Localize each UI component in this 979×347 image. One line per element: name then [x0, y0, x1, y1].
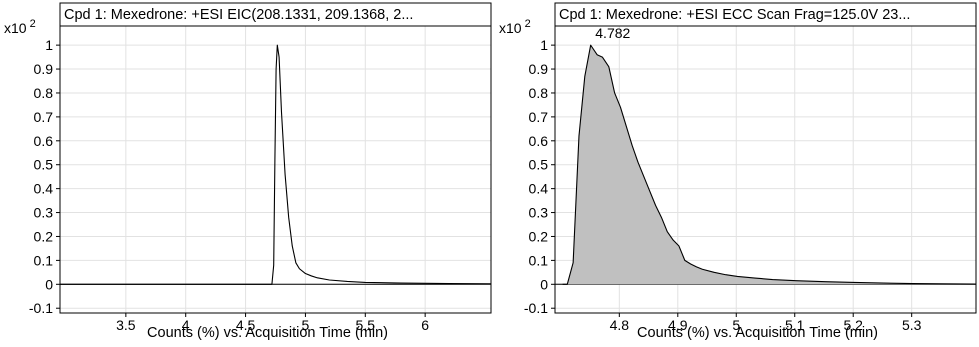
y-tick-label: 0: [540, 276, 548, 292]
y-tick-label: 0.7: [529, 109, 549, 125]
y-tick-label: 0.2: [529, 228, 549, 244]
y-tick-label: 0.5: [34, 157, 54, 173]
y-tick-label: 1: [45, 37, 53, 53]
y-tick-label: -0.1: [524, 300, 548, 316]
plot-border: [554, 2, 977, 314]
x-axis-label: Counts (%) vs. Acquisition Time (min): [637, 325, 878, 341]
y-multiplier-exponent: 2: [525, 18, 531, 30]
y-tick-label: 0.1: [34, 252, 54, 268]
x-tick-label: 4.5: [236, 317, 256, 333]
chart-title: Cpd 1: Mexedrone: +ESI ECC Scan Frag=125…: [559, 7, 910, 23]
y-tick-label: 0.5: [529, 157, 549, 173]
x-tick-label: 5.5: [356, 317, 376, 333]
series-line: [60, 44, 492, 285]
x-tick-label: 4.8: [610, 317, 630, 333]
series-area: [562, 45, 976, 285]
chart-panel-1: Cpd 1: Mexedrone: +ESI EIC(208.1331, 209…: [4, 2, 492, 341]
x-tick-label: 5.3: [902, 317, 922, 333]
y-multiplier: x10 2: [4, 18, 36, 36]
chart-panel-2: Cpd 1: Mexedrone: +ESI ECC Scan Frag=125…: [499, 2, 977, 341]
y-tick-label: 0.6: [529, 133, 549, 149]
x-tick-label: 5.1: [785, 317, 805, 333]
x-tick-label: 5: [732, 317, 740, 333]
x-tick-label: 4.9: [668, 317, 688, 333]
y-tick-label: -0.1: [29, 300, 53, 316]
y-multiplier-exponent: 2: [30, 18, 36, 30]
chart-title: Cpd 1: Mexedrone: +ESI EIC(208.1331, 209…: [64, 7, 413, 23]
peak-label: 4.782: [595, 25, 630, 41]
y-tick-label: 0.3: [34, 205, 54, 221]
x-tick-label: 4: [182, 317, 190, 333]
y-tick-label: 0.9: [529, 61, 549, 77]
series-line: [562, 44, 977, 285]
x-tick-label: 6: [421, 317, 429, 333]
y-tick-label: 0.1: [529, 252, 549, 268]
x-tick-label: 5.2: [843, 317, 863, 333]
y-tick-label: 0.8: [34, 85, 54, 101]
y-tick-label: 1: [540, 37, 548, 53]
y-tick-label: 0: [45, 276, 53, 292]
x-tick-label: 3.5: [116, 317, 136, 333]
x-tick-label: 5: [302, 317, 310, 333]
y-tick-label: 0.6: [34, 133, 54, 149]
x-axis-label: Counts (%) vs. Acquisition Time (min): [147, 325, 388, 341]
y-tick-label: 0.8: [529, 85, 549, 101]
y-tick-label: 0.2: [34, 228, 54, 244]
y-tick-label: 0.4: [529, 181, 549, 197]
y-tick-label: 0.3: [529, 205, 549, 221]
y-multiplier: x10 2: [499, 18, 531, 36]
y-tick-label: 0.4: [34, 181, 54, 197]
y-tick-label: 0.9: [34, 61, 54, 77]
y-tick-label: 0.7: [34, 109, 54, 125]
plot-border: [59, 2, 492, 314]
